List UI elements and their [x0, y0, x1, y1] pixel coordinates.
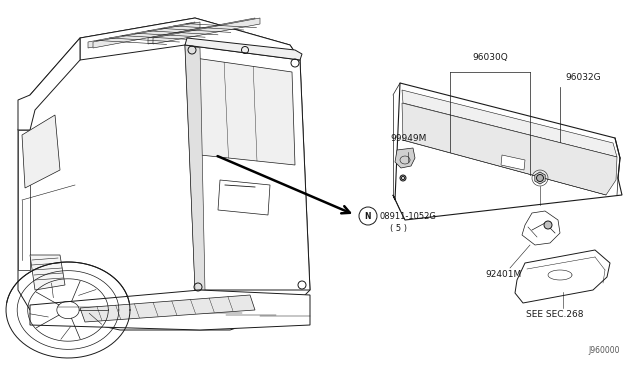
Polygon shape [153, 18, 260, 44]
Polygon shape [185, 38, 302, 60]
Polygon shape [501, 155, 525, 170]
Polygon shape [535, 172, 545, 184]
Polygon shape [402, 103, 617, 195]
Circle shape [544, 221, 552, 229]
Text: 96030Q: 96030Q [472, 53, 508, 62]
Polygon shape [185, 45, 205, 290]
Text: N: N [365, 212, 371, 221]
Text: ( 5 ): ( 5 ) [390, 224, 407, 232]
Text: 08911-1052G: 08911-1052G [380, 212, 437, 221]
Circle shape [536, 174, 543, 182]
Polygon shape [18, 38, 80, 130]
Polygon shape [80, 295, 255, 322]
Circle shape [400, 175, 406, 181]
Circle shape [401, 176, 404, 180]
Polygon shape [393, 83, 622, 220]
Text: 96032G: 96032G [565, 73, 600, 82]
Polygon shape [18, 130, 30, 270]
Polygon shape [218, 180, 270, 215]
Polygon shape [30, 290, 310, 330]
Polygon shape [93, 22, 200, 48]
Polygon shape [522, 211, 560, 245]
Polygon shape [148, 18, 255, 44]
Text: 92401M: 92401M [485, 270, 521, 279]
Text: SEE SEC.268: SEE SEC.268 [526, 310, 584, 319]
Polygon shape [18, 18, 310, 330]
Polygon shape [80, 18, 300, 60]
Polygon shape [185, 45, 310, 290]
Polygon shape [195, 58, 295, 165]
Polygon shape [402, 90, 617, 157]
Polygon shape [22, 115, 60, 188]
Text: 99949M: 99949M [390, 134, 426, 143]
Text: J960000: J960000 [589, 346, 620, 355]
Polygon shape [30, 255, 65, 290]
Polygon shape [395, 148, 415, 168]
Polygon shape [88, 22, 195, 48]
Polygon shape [515, 250, 610, 303]
